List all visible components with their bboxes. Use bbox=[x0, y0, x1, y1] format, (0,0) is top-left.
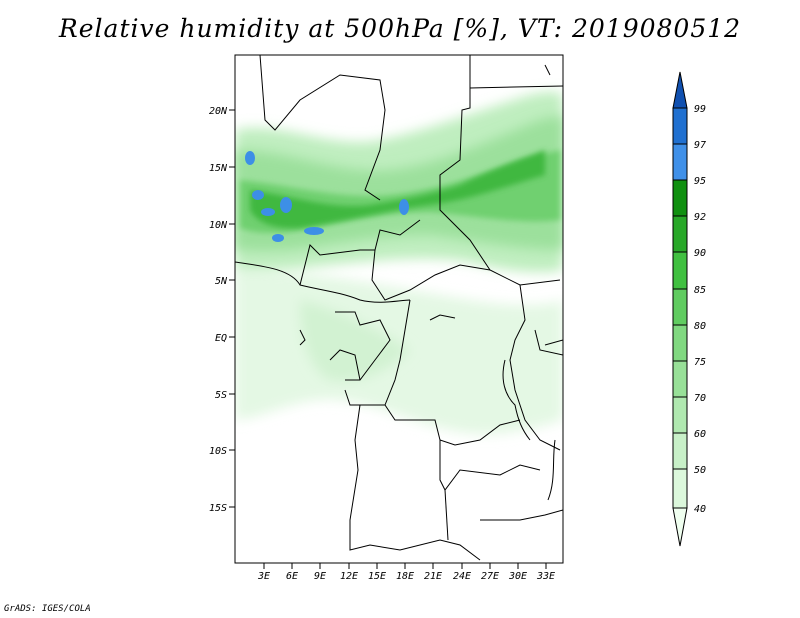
colorbar-label: 97 bbox=[694, 140, 706, 151]
colorbar-segment bbox=[672, 432, 688, 470]
latitude-axis: 20N 15N 10N 5N EQ 5S 10S 15S bbox=[209, 106, 235, 514]
lat-label: 20N bbox=[209, 106, 228, 117]
colorbar-label: 70 bbox=[694, 393, 706, 404]
lon-label: 21E bbox=[424, 571, 442, 582]
longitude-axis: 3E 6E 9E 12E 15E 18E 21E 24E 27E 30E 33E bbox=[257, 563, 555, 582]
lat-label: 10S bbox=[209, 446, 227, 457]
colorbar-label: 95 bbox=[694, 176, 706, 187]
colorbar-label: 99 bbox=[694, 104, 706, 115]
colorbar: 99 97 95 92 90 85 80 75 70 60 50 40 bbox=[672, 71, 706, 547]
colorbar-label: 50 bbox=[694, 465, 706, 476]
colorbar-label: 40 bbox=[694, 504, 706, 515]
lon-label: 30E bbox=[508, 571, 527, 582]
lon-label: 18E bbox=[396, 571, 414, 582]
colorbar-segment bbox=[672, 179, 688, 217]
colorbar-segment bbox=[672, 360, 688, 398]
colorbar-top-arrow bbox=[672, 71, 688, 109]
lon-label: 12E bbox=[340, 571, 358, 582]
lon-label: 6E bbox=[286, 571, 298, 582]
colorbar-segment bbox=[672, 468, 688, 509]
colorbar-label: 90 bbox=[694, 248, 706, 259]
colorbar-bottom-arrow bbox=[672, 507, 688, 547]
lon-label: 27E bbox=[481, 571, 499, 582]
grads-credit: GrADS: IGES/COLA bbox=[4, 604, 91, 614]
lon-label: 24E bbox=[453, 571, 471, 582]
lon-label: 9E bbox=[314, 571, 326, 582]
colorbar-segment bbox=[672, 143, 688, 181]
colorbar-label: 85 bbox=[694, 285, 706, 296]
colorbar-label: 80 bbox=[694, 321, 706, 332]
lat-label: EQ bbox=[215, 333, 227, 344]
lon-label: 33E bbox=[536, 571, 555, 582]
lat-label: 15N bbox=[209, 163, 228, 174]
colorbar-label: 60 bbox=[694, 429, 706, 440]
lat-label: 5N bbox=[215, 276, 228, 287]
colorbar-label: 75 bbox=[694, 357, 706, 368]
colorbar-segment bbox=[672, 215, 688, 253]
colorbar-segment bbox=[672, 288, 688, 326]
map-frame bbox=[234, 54, 564, 564]
colorbar-segment bbox=[672, 107, 688, 145]
lat-label: 5S bbox=[215, 390, 227, 401]
lat-label: 10N bbox=[209, 220, 228, 231]
humidity-shading bbox=[235, 55, 563, 563]
colorbar-segment bbox=[672, 396, 688, 434]
country-borders bbox=[235, 55, 563, 561]
lon-label: 15E bbox=[368, 571, 386, 582]
colorbar-segment bbox=[672, 251, 688, 290]
lat-label: 15S bbox=[209, 503, 227, 514]
colorbar-segment bbox=[672, 324, 688, 362]
lon-label: 3E bbox=[257, 571, 270, 582]
chart-title: Relative humidity at 500hPa [%], VT: 201… bbox=[58, 14, 742, 43]
colorbar-label: 92 bbox=[694, 212, 706, 223]
